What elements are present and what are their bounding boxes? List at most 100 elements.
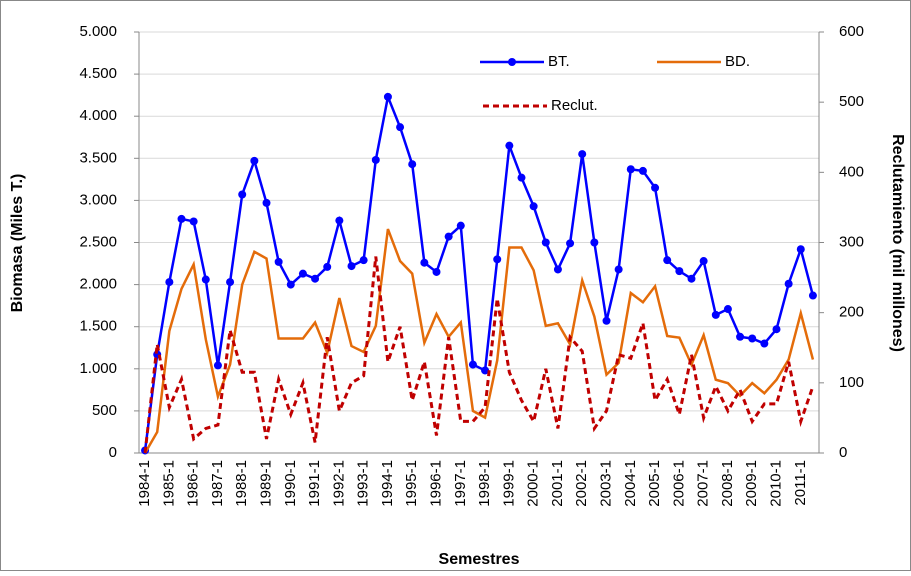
point [420,258,429,267]
point [262,198,271,207]
point [371,155,380,164]
point [808,291,817,300]
x-tick-label: 1995-1 [403,460,420,507]
point [481,366,490,375]
point [723,305,732,314]
y2-tick-label: 400 [839,163,864,180]
point [189,217,198,226]
point [250,156,259,165]
point [493,255,502,264]
x-tick-label: 1993-1 [355,460,372,507]
x-tick-label: 1996-1 [427,460,444,507]
x-tick-label: 2010-1 [767,460,784,507]
x-tick-label: 2004-1 [622,460,639,507]
y2-tick-label: 600 [839,23,864,40]
x-tick-label: 1989-1 [257,460,274,507]
point [323,262,332,271]
x-tick-label: 1994-1 [379,460,396,507]
point [566,239,575,248]
point [614,265,623,274]
point [796,245,805,254]
point [590,238,599,247]
x-tick-label: 2009-1 [743,460,760,507]
y-tick-label: 4.000 [79,107,117,124]
point [468,360,477,369]
point [748,334,757,343]
point [760,339,769,348]
point [286,280,295,289]
point [711,310,720,319]
x-tick-label: 2008-1 [719,460,736,507]
y-tick-label: 5.000 [79,23,117,40]
y2-tick-label: 100 [839,374,864,391]
point [359,256,368,265]
point [553,265,562,274]
point [444,232,453,241]
x-tick-label: 1992-1 [330,460,347,507]
y-tick-label: 2.500 [79,233,117,250]
point [432,267,441,276]
x-tick-label: 1984-1 [136,460,153,507]
y2-tick-label: 200 [839,304,864,321]
x-tick-label: 2007-1 [695,460,712,507]
y-tick-label: 2.000 [79,276,117,293]
point [383,92,392,101]
x-tick-label: 2005-1 [646,460,663,507]
y-tick-label: 1.500 [79,318,117,335]
x-tick-label: 2003-1 [597,460,614,507]
x-tick-label: 1998-1 [476,460,493,507]
x-axis-title: Semestres [439,551,520,568]
point [335,216,344,225]
y-tick-label: 3.500 [79,149,117,166]
point [638,166,647,175]
series-line [143,228,815,454]
x-tick-label: 2002-1 [573,460,590,507]
x-tick-label: 1988-1 [233,460,250,507]
point [541,238,550,247]
point [396,123,405,132]
y-tick-label: 500 [92,402,117,419]
point [675,267,684,276]
point [699,257,708,266]
point [201,275,210,284]
legend-label: BD. [725,53,750,70]
y2-tick-label: 0 [839,444,847,461]
point [687,274,696,283]
x-tick-label: 1986-1 [185,460,202,507]
point [772,325,781,334]
x-tick-label: 1990-1 [282,460,299,507]
y-axis-title: Biomasa (Miles T.) [9,174,26,313]
x-tick-label: 2011-1 [792,460,809,506]
series-line [143,256,815,454]
x-tick-label: 1985-1 [160,460,177,507]
point [177,214,186,223]
point [274,257,283,266]
x-tick-label: 2000-1 [525,460,542,507]
point [736,332,745,341]
point [663,256,672,265]
point [213,361,222,370]
point [784,279,793,288]
point [529,202,538,211]
point [311,274,320,283]
point [165,278,174,287]
y2-tick-label: 500 [839,93,864,110]
y-tick-label: 3.000 [79,191,117,208]
point [602,316,611,325]
x-tick-label: 2001-1 [549,460,566,507]
point [578,150,587,159]
y-tick-label: 0 [109,444,117,461]
legend-label: Reclut. [551,97,598,114]
point [626,165,635,174]
point [408,160,417,169]
x-tick-label: 1991-1 [306,460,323,507]
point [456,221,465,230]
y-tick-label: 1.000 [79,360,117,377]
point [298,269,307,278]
legend-label: BT. [548,53,570,70]
x-tick-label: 1997-1 [452,460,469,507]
point [505,141,514,150]
point [347,262,356,271]
x-tick-label: 1999-1 [500,460,517,507]
